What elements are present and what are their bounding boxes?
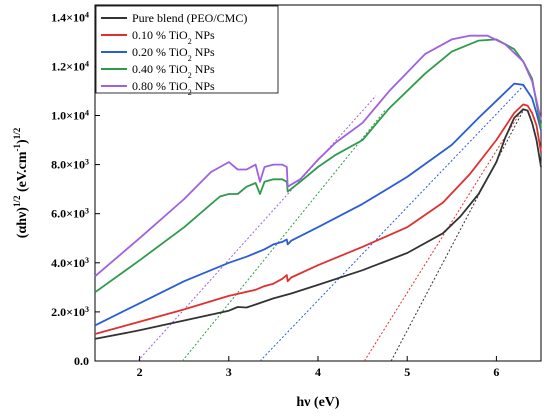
legend-entry: 0.80 % TiO2 NPs [132, 79, 215, 97]
y-tick-label: 6.0×103 [51, 206, 89, 221]
tangent-line [390, 110, 524, 362]
tangent-line [363, 107, 524, 362]
legend-box [95, 5, 279, 94]
y-tick-label: 0.0 [74, 354, 89, 368]
x-tick-label: 2 [137, 365, 143, 379]
series-line [94, 82, 542, 327]
legend-entry: 0.40 % TiO2 NPs [132, 62, 215, 80]
x-tick-label: 6 [493, 365, 499, 379]
legend-entry: 0.10 % TiO2 NPs [132, 28, 215, 46]
tangent-line [137, 95, 377, 362]
x-tick-label: 4 [315, 365, 321, 379]
x-tick-label: 5 [404, 365, 410, 379]
series-line [94, 103, 542, 335]
y-tick-label: 1.4×104 [51, 10, 89, 25]
tangent-lines [137, 85, 524, 362]
y-axis: 0.0 2.0×103 4.0×103 6.0×103 8.0×103 1.0×104 1.… [51, 10, 100, 368]
tangent-line [182, 110, 386, 362]
series-line [94, 38, 542, 294]
x-axis-title: hν (eV) [296, 395, 340, 410]
legend-entry: 0.20 % TiO2 NPs [132, 45, 215, 63]
tangent-line [259, 85, 524, 362]
y-tick-label: 1.0×104 [51, 108, 89, 123]
y-tick-label: 8.0×103 [51, 157, 89, 172]
y-tick-label: 1.2×104 [51, 59, 89, 74]
legend-entry: Pure blend (PEO/CMC) [132, 11, 247, 25]
y-tick-label: 2.0×103 [51, 304, 89, 319]
y-tick-label: 4.0×103 [51, 255, 89, 270]
series-line [94, 34, 542, 277]
y-axis-title: (αhν)1/2 (eV.cm-1)1/2 [12, 127, 30, 238]
legend: Pure blend (PEO/CMC) 0.10 % TiO2 NPs0.20 … [95, 5, 279, 97]
series-lines [94, 34, 542, 340]
series-line [94, 108, 542, 340]
x-axis: 2 3 4 5 6 [137, 356, 499, 379]
x-tick-label: 3 [226, 365, 232, 379]
